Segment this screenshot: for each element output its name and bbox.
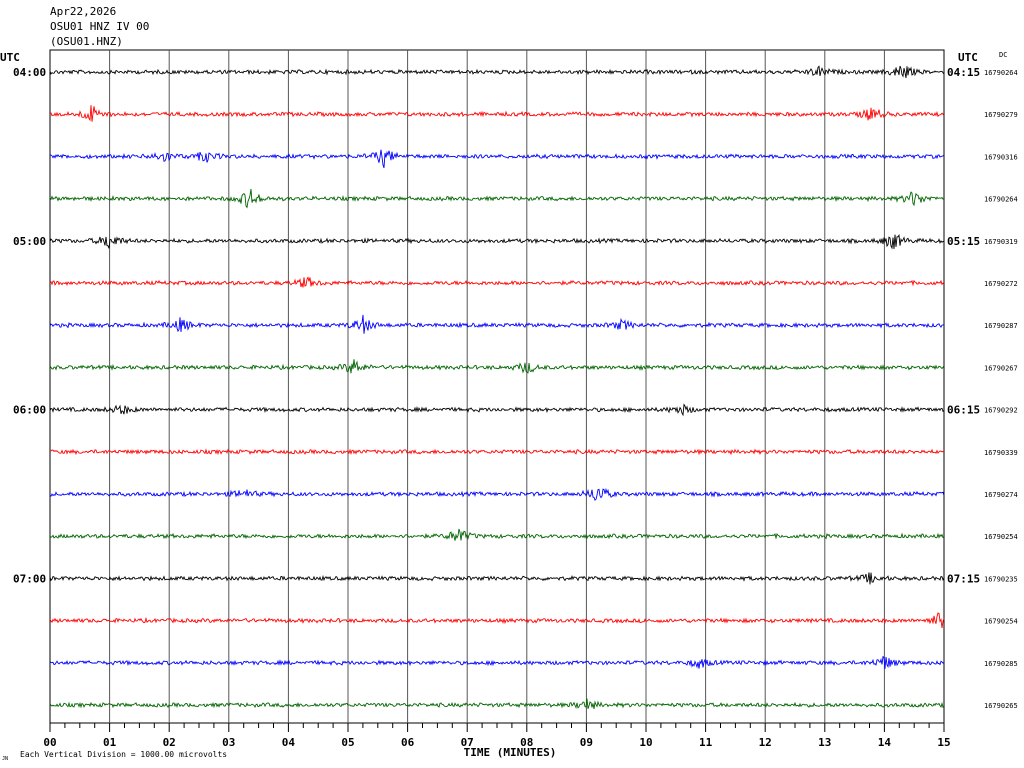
trace-line (49, 528, 945, 541)
dc-offset-value: 16790265 (984, 702, 1018, 710)
dc-offset-labels: 16790264 16790279 16790316 16790264 16790319… (984, 69, 1018, 710)
dc-offset-value: 16790254 (984, 618, 1018, 626)
dc-offset-value: 16790264 (984, 196, 1018, 204)
dc-offset-value: 16790292 (984, 407, 1018, 415)
x-tick-label: 08 (520, 736, 533, 749)
seismic-traces (49, 65, 945, 709)
trace-line (49, 655, 945, 669)
dc-offset-value: 16790319 (984, 238, 1018, 246)
scale-note: Each Vertical Division = 1000.00 microvo… (20, 750, 227, 759)
plot-frame (49, 49, 945, 724)
trace-line (49, 698, 945, 709)
utc-right-label: UTC (958, 51, 978, 64)
trace-line (49, 188, 945, 209)
date-label: Apr22,2026 (50, 5, 117, 18)
dc-offset-value: 16790235 (984, 575, 1018, 583)
left-hour-label: 04:00 (13, 66, 46, 79)
dc-offset-value: 16790264 (984, 69, 1018, 77)
x-tick-label: 00 (43, 736, 56, 749)
dc-offset-value: 16790285 (984, 660, 1018, 668)
x-tick-label: 13 (818, 736, 831, 749)
left-hour-label: 05:00 (13, 235, 46, 248)
left-hour-label: 07:00 (13, 572, 46, 585)
dc-offset-value: 16790279 (984, 111, 1018, 119)
trace-line (49, 487, 945, 501)
x-tick-label: 11 (699, 736, 713, 749)
plot-grid (49, 49, 945, 724)
right-hour-label: 06:15 (947, 404, 980, 417)
x-tick-label: 02 (163, 736, 176, 749)
dc-offset-value: 16790254 (984, 533, 1018, 541)
channel-label: (OSU01.HNZ) (50, 35, 123, 48)
trace-line (49, 233, 944, 250)
x-tick-label: 05 (341, 736, 354, 749)
trace-line (49, 572, 945, 585)
trace-line (49, 403, 945, 417)
station-label: OSU01 HNZ IV 00 (50, 20, 150, 33)
dc-offset-value: 16790272 (984, 280, 1018, 288)
trace-line (49, 612, 945, 628)
dc-offset-value: 16790287 (984, 322, 1018, 330)
x-axis-label: TIME (MINUTES) (464, 746, 557, 759)
x-axis: 00 01 02 03 04 05 06 07 08 09 10 11 12 13 14 15 (43, 723, 951, 749)
utc-left-label: UTC (0, 51, 20, 64)
x-tick-label: 15 (937, 736, 950, 749)
dc-offset-value: 16790339 (984, 449, 1018, 457)
x-tick-label: 04 (282, 736, 296, 749)
trace-line (49, 448, 945, 456)
dc-offset-value: 16790274 (984, 491, 1018, 499)
x-tick-label: 09 (580, 736, 593, 749)
x-tick-label: 01 (103, 736, 117, 749)
dc-offset-value: 16790316 (984, 153, 1018, 161)
x-tick-label: 10 (639, 736, 652, 749)
left-time-labels: 04:00 05:00 06:00 07:00 (13, 66, 46, 585)
trace-line (49, 149, 945, 169)
x-tick-label: 12 (759, 736, 772, 749)
x-tick-label: 07 (461, 736, 474, 749)
right-hour-label: 05:15 (947, 235, 980, 248)
trace-line (49, 314, 944, 334)
trace-line (49, 65, 945, 79)
x-tick-label: 06 (401, 736, 415, 749)
trace-line (49, 105, 945, 122)
x-tick-label: 03 (222, 736, 235, 749)
x-tick-label: 14 (878, 736, 892, 749)
dc-label: DC (999, 51, 1007, 59)
corner-mark: JN (2, 756, 8, 762)
right-hour-label: 07:15 (947, 572, 980, 585)
trace-line (49, 359, 945, 374)
right-time-labels: 04:15 05:15 06:15 07:15 (947, 66, 980, 585)
right-hour-label: 04:15 (947, 66, 980, 79)
dc-offset-value: 16790267 (984, 364, 1018, 372)
trace-line (49, 276, 945, 288)
left-hour-label: 06:00 (13, 404, 46, 417)
